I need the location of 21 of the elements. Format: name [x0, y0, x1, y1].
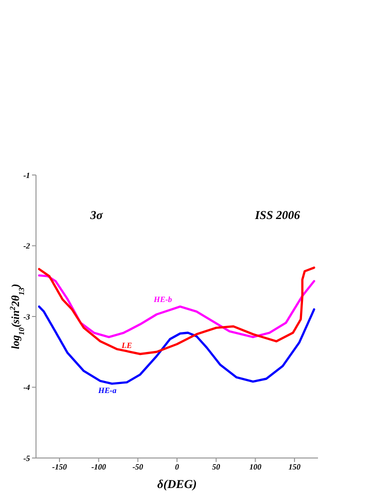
series-label: LE: [122, 340, 132, 350]
y-tick-label: -1: [23, 170, 30, 180]
series-label: HE-a: [98, 386, 116, 396]
x-tick-label: 100: [249, 462, 262, 472]
x-tick-label: 0: [175, 462, 179, 472]
annotation: ISS 2006: [254, 208, 302, 223]
line-series: [38, 305, 316, 385]
x-tick-label: -50: [132, 462, 144, 472]
annotation: 3σ: [89, 208, 104, 223]
line-series: [38, 274, 316, 338]
y-tick-label: -2: [23, 242, 30, 251]
y-tick-label: -5: [23, 454, 30, 463]
x-tick-label: -150: [52, 462, 67, 472]
y-tick-label: -4: [23, 383, 30, 392]
x-tick-label: -100: [91, 462, 106, 472]
series-label: HE-b: [154, 294, 172, 305]
x-tick-label: 50: [212, 462, 220, 472]
line-series: [38, 266, 316, 356]
x-axis-title: δ(DEG): [157, 477, 197, 491]
x-tick-label: 150: [288, 462, 300, 472]
y-tick-label: -3: [23, 312, 30, 322]
